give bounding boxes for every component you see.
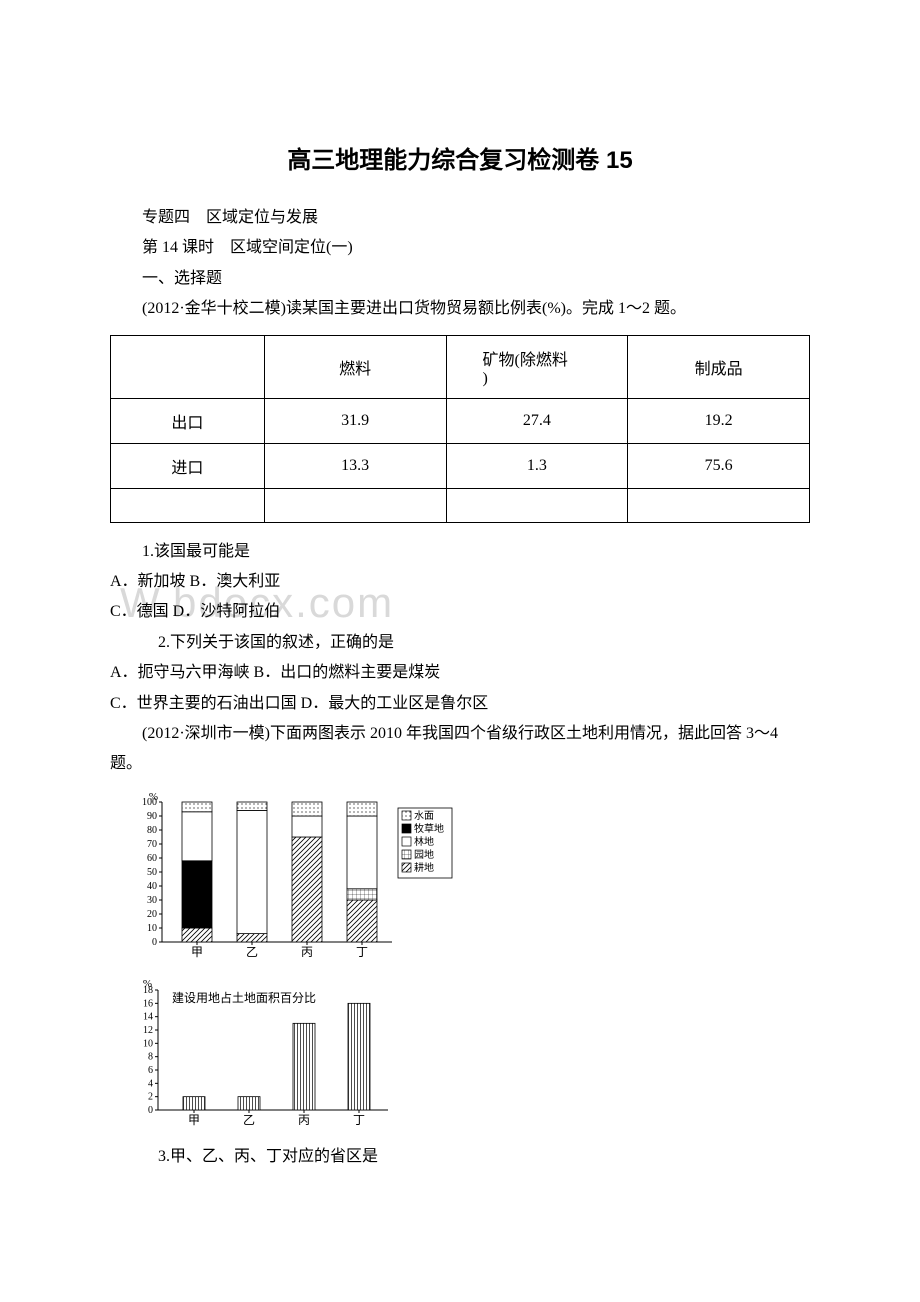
svg-text:0: 0 xyxy=(148,1105,153,1116)
svg-text:6: 6 xyxy=(148,1065,153,1076)
svg-text:70: 70 xyxy=(147,839,157,850)
q3-stem: 3.甲、乙、丙、丁对应的省区是 xyxy=(110,1142,810,1172)
intro-q34: (2012·深圳市一模)下面两图表示 2010 年我国四个省级行政区土地利用情况… xyxy=(110,719,810,780)
q1-options-cd: C．德国 D．沙特阿拉伯 xyxy=(110,597,810,627)
section-heading: 一、选择题 xyxy=(110,264,810,294)
svg-text:丁: 丁 xyxy=(353,1113,365,1127)
page-title: 高三地理能力综合复习检测卷 15 xyxy=(110,140,810,175)
table-row: 出口 31.9 27.4 19.2 xyxy=(111,398,810,443)
q1-options-ab: A．新加坡 B．澳大利亚 xyxy=(110,567,810,597)
svg-text:丁: 丁 xyxy=(356,945,368,959)
svg-text:牧草地: 牧草地 xyxy=(414,822,444,835)
svg-text:乙: 乙 xyxy=(246,945,258,959)
svg-text:4: 4 xyxy=(148,1078,153,1089)
table-cell xyxy=(264,488,446,522)
svg-text:40: 40 xyxy=(147,881,157,892)
table-cell: 19.2 xyxy=(628,398,810,443)
svg-text:50: 50 xyxy=(147,867,157,878)
svg-text:14: 14 xyxy=(143,1011,153,1022)
svg-text:2: 2 xyxy=(148,1091,153,1102)
svg-text:18: 18 xyxy=(143,985,153,996)
svg-text:乙: 乙 xyxy=(243,1113,255,1127)
svg-text:20: 20 xyxy=(147,909,157,920)
table-cell: 75.6 xyxy=(628,443,810,488)
lesson-line: 第 14 课时 区域空间定位(一) xyxy=(110,233,810,263)
table-cell: 31.9 xyxy=(264,398,446,443)
table-row: 燃料 矿物(除燃料) 制成品 xyxy=(111,335,810,398)
table-cell: 制成品 xyxy=(628,335,810,398)
svg-text:丙: 丙 xyxy=(301,945,313,959)
svg-text:甲: 甲 xyxy=(191,945,203,959)
svg-text:16: 16 xyxy=(143,998,153,1009)
q1-stem: 1.该国最可能是 xyxy=(110,537,810,567)
svg-text:60: 60 xyxy=(147,853,157,864)
table-cell xyxy=(628,488,810,522)
svg-text:耕地: 耕地 xyxy=(414,861,434,874)
svg-text:8: 8 xyxy=(148,1051,153,1062)
table-cell: 13.3 xyxy=(264,443,446,488)
table-cell: 1.3 xyxy=(446,443,628,488)
construction-chart: %建设用地占土地面积百分比024681012141618甲乙丙丁 xyxy=(128,976,810,1136)
svg-text:12: 12 xyxy=(143,1025,153,1036)
intro-q12: (2012·金华十校二模)读某国主要进出口货物贸易额比例表(%)。完成 1～2 … xyxy=(110,294,810,324)
table-cell: 进口 xyxy=(111,443,265,488)
svg-text:100: 100 xyxy=(142,797,157,808)
chart2-svg: %建设用地占土地面积百分比024681012141618甲乙丙丁 xyxy=(128,976,398,1131)
svg-text:园地: 园地 xyxy=(414,848,434,861)
trade-table: 燃料 矿物(除燃料) 制成品 出口 31.9 27.4 19.2 进口 13.3… xyxy=(110,335,810,523)
svg-text:80: 80 xyxy=(147,825,157,836)
svg-text:建设用地占土地面积百分比: 建设用地占土地面积百分比 xyxy=(172,990,316,1005)
svg-text:10: 10 xyxy=(147,923,157,934)
table-cell: 27.4 xyxy=(446,398,628,443)
q2-options-ab: A．扼守马六甲海峡 B．出口的燃料主要是煤炭 xyxy=(110,658,810,688)
table-cell: 燃料 xyxy=(264,335,446,398)
header-mineral: 矿物(除燃料) xyxy=(483,352,568,387)
table-cell: 矿物(除燃料) xyxy=(446,335,628,398)
svg-text:10: 10 xyxy=(143,1038,153,1049)
q2-options-cd: C．世界主要的石油出口国 D．最大的工业区是鲁尔区 xyxy=(110,689,810,719)
svg-text:水面: 水面 xyxy=(414,810,434,822)
document-page: 高三地理能力综合复习检测卷 15 专题四 区域定位与发展 第 14 课时 区域空… xyxy=(0,0,920,1212)
svg-text:丙: 丙 xyxy=(298,1113,310,1127)
landuse-chart: %0102030405060708090100甲乙丙丁水面牧草地林地园地耕地 xyxy=(128,790,810,970)
svg-text:甲: 甲 xyxy=(188,1113,200,1127)
table-row xyxy=(111,488,810,522)
table-row: 进口 13.3 1.3 75.6 xyxy=(111,443,810,488)
table-cell xyxy=(111,335,265,398)
svg-text:林地: 林地 xyxy=(414,835,434,848)
q2-stem: 2.下列关于该国的叙述，正确的是 xyxy=(110,628,810,658)
table-cell xyxy=(111,488,265,522)
table-cell xyxy=(446,488,628,522)
topic-line: 专题四 区域定位与发展 xyxy=(110,203,810,233)
svg-text:90: 90 xyxy=(147,811,157,822)
svg-text:30: 30 xyxy=(147,895,157,906)
svg-text:0: 0 xyxy=(152,937,157,948)
chart1-svg: %0102030405060708090100甲乙丙丁水面牧草地林地园地耕地 xyxy=(128,790,458,965)
table-cell: 出口 xyxy=(111,398,265,443)
